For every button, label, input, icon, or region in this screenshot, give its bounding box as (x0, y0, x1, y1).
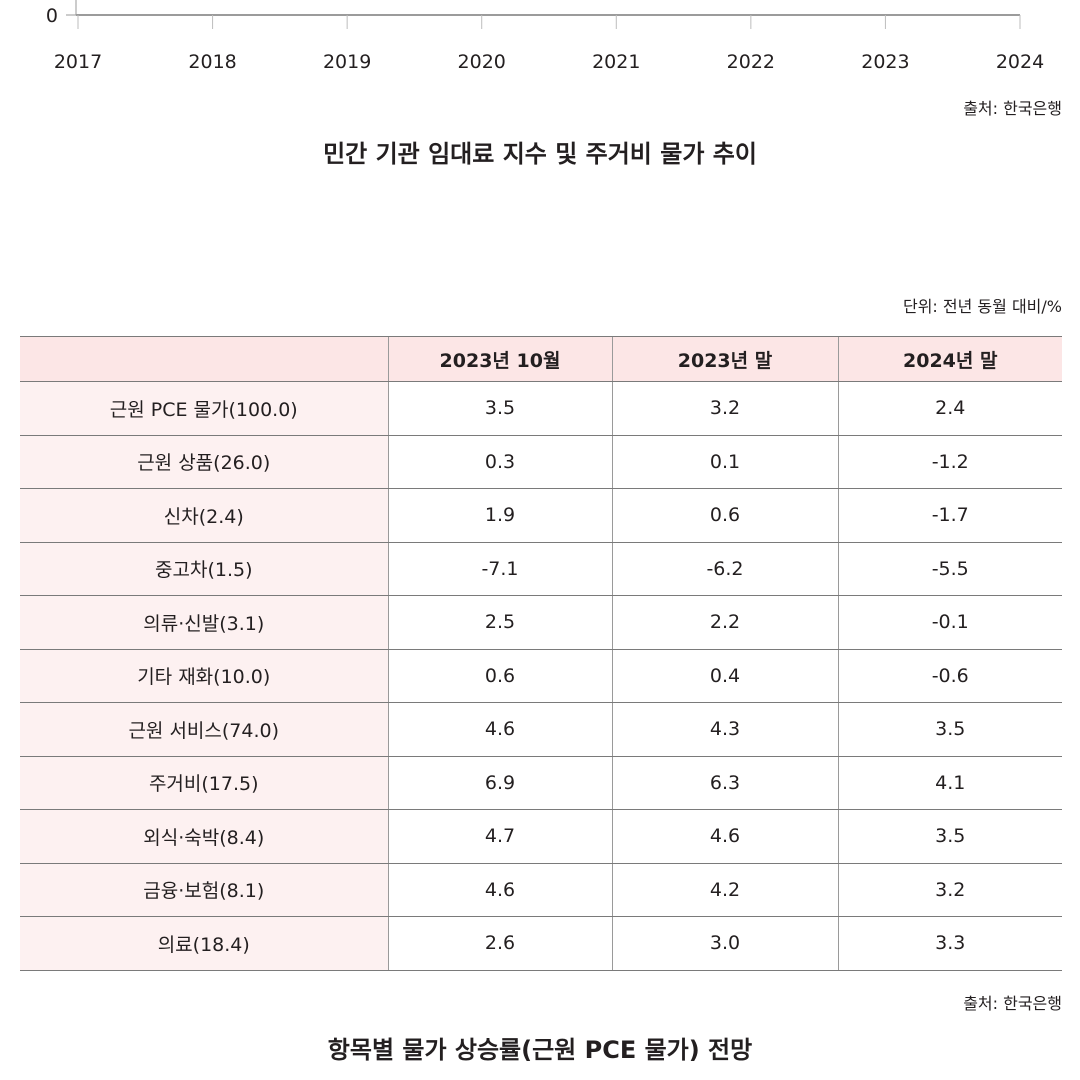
x-tick-label: 2018 (188, 51, 236, 73)
column-header: 2023년 10월 (387, 336, 612, 382)
x-tick-label: 2020 (458, 51, 506, 73)
table-row: 근원 서비스(74.0) 4.6 4.3 3.5 (20, 702, 1062, 757)
cell-value: -7.1 (387, 541, 612, 596)
chart-axis-fragment: 0 2017 2018 2019 2020 2021 2022 2023 2024 (46, 0, 1044, 73)
cell-value: 0.1 (611, 434, 838, 489)
row-label: 금융·보험(8.1) (20, 862, 388, 917)
table-title: 항목별 물가 상승률(근원 PCE 물가) 전망 (327, 1036, 753, 1064)
x-tick-label: 2022 (727, 51, 775, 73)
table-unit: 단위: 전년 동월 대비/% (902, 297, 1062, 316)
table-row: 신차(2.4) 1.9 0.6 -1.7 (20, 488, 1062, 543)
cell-value: -6.2 (611, 541, 838, 596)
column-header (20, 336, 388, 382)
table-header-row: 2023년 10월 2023년 말 2024년 말 (20, 336, 1062, 382)
x-tick-label: 2021 (592, 51, 640, 73)
row-label: 신차(2.4) (20, 488, 388, 543)
row-label: 기타 재화(10.0) (20, 648, 388, 703)
cell-value: 1.9 (387, 488, 612, 543)
cell-value: 0.6 (387, 648, 612, 703)
table-row: 주거비(17.5) 6.9 6.3 4.1 (20, 755, 1062, 810)
cell-value: 3.2 (611, 381, 838, 436)
column-header: 2023년 말 (611, 336, 838, 382)
table-row: 외식·숙박(8.4) 4.7 4.6 3.5 (20, 809, 1062, 864)
table-row: 금융·보험(8.1) 4.6 4.2 3.2 (20, 862, 1062, 917)
table-row: 기타 재화(10.0) 0.6 0.4 -0.6 (20, 648, 1062, 703)
cell-value: -5.5 (837, 541, 1062, 596)
column-header: 2024년 말 (837, 336, 1062, 382)
cell-value: 4.6 (611, 809, 838, 864)
row-label: 근원 서비스(74.0) (20, 702, 388, 757)
table-row: 의류·신발(3.1) 2.5 2.2 -0.1 (20, 595, 1062, 650)
cell-value: 0.4 (611, 648, 838, 703)
cell-value: -1.7 (837, 488, 1062, 543)
cell-value: 3.2 (837, 862, 1062, 917)
cell-value: 4.2 (611, 862, 838, 917)
chart-source: 출처: 한국은행 (963, 99, 1062, 118)
table-source: 출처: 한국은행 (963, 994, 1062, 1013)
cell-value: 3.5 (837, 809, 1062, 864)
row-label: 주거비(17.5) (20, 755, 388, 810)
cell-value: -0.1 (837, 595, 1062, 650)
x-tick-label: 2024 (996, 51, 1044, 73)
table-row: 중고차(1.5) -7.1 -6.2 -5.5 (20, 541, 1062, 596)
x-tick-label: 2023 (861, 51, 909, 73)
cell-value: 3.0 (611, 916, 838, 971)
cell-value: 0.6 (611, 488, 838, 543)
cell-value: 4.6 (387, 862, 612, 917)
cell-value: 3.5 (837, 702, 1062, 757)
y-tick-label: 0 (46, 5, 58, 27)
x-tick-label: 2017 (54, 51, 102, 73)
cell-value: -1.2 (837, 434, 1062, 489)
cell-value: 2.4 (837, 381, 1062, 436)
cell-value: 4.1 (837, 755, 1062, 810)
cell-value: -0.6 (837, 648, 1062, 703)
forecast-table: 2023년 10월 2023년 말 2024년 말 근원 PCE 물가(100.0)… (20, 336, 1062, 971)
row-label: 의류·신발(3.1) (20, 595, 388, 650)
row-label: 중고차(1.5) (20, 541, 388, 596)
cell-value: 2.2 (611, 595, 838, 650)
row-label: 근원 상품(26.0) (20, 434, 388, 489)
table-row: 의료(18.4) 2.6 3.0 3.3 (20, 916, 1062, 971)
cell-value: 4.6 (387, 702, 612, 757)
row-label: 근원 PCE 물가(100.0) (20, 381, 388, 436)
x-tick-label: 2019 (323, 51, 371, 73)
cell-value: 0.3 (387, 434, 612, 489)
cell-value: 3.3 (837, 916, 1062, 971)
chart-title: 민간 기관 임대료 지수 및 주거비 물가 추이 (323, 140, 757, 168)
cell-value: 4.3 (611, 702, 838, 757)
cell-value: 4.7 (387, 809, 612, 864)
cell-value: 2.5 (387, 595, 612, 650)
cell-value: 3.5 (387, 381, 612, 436)
row-label: 외식·숙박(8.4) (20, 809, 388, 864)
table-row: 근원 PCE 물가(100.0) 3.5 3.2 2.4 (20, 381, 1062, 436)
cell-value: 6.3 (611, 755, 838, 810)
table-row: 근원 상품(26.0) 0.3 0.1 -1.2 (20, 434, 1062, 489)
cell-value: 6.9 (387, 755, 612, 810)
row-label: 의료(18.4) (20, 916, 388, 971)
cell-value: 2.6 (387, 916, 612, 971)
